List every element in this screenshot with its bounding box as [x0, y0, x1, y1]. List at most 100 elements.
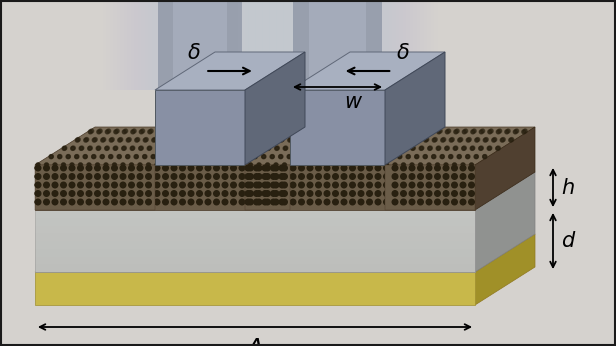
Circle shape [248, 165, 253, 171]
Circle shape [83, 155, 87, 158]
Polygon shape [35, 127, 535, 165]
Circle shape [324, 182, 330, 188]
Circle shape [452, 199, 457, 205]
Circle shape [351, 146, 355, 151]
Circle shape [469, 199, 474, 205]
Circle shape [461, 163, 465, 167]
Circle shape [239, 182, 245, 188]
Circle shape [501, 138, 505, 142]
Circle shape [189, 163, 193, 167]
Circle shape [330, 155, 333, 159]
Polygon shape [158, 0, 242, 90]
Circle shape [256, 174, 262, 179]
Circle shape [198, 146, 202, 151]
Circle shape [131, 130, 135, 134]
Circle shape [460, 182, 466, 188]
Circle shape [132, 129, 136, 133]
Circle shape [78, 174, 83, 179]
Circle shape [313, 155, 317, 158]
Circle shape [238, 138, 241, 142]
Circle shape [426, 199, 432, 205]
Circle shape [185, 155, 189, 159]
Circle shape [222, 191, 228, 196]
Circle shape [277, 129, 281, 133]
Circle shape [326, 146, 330, 151]
Circle shape [435, 165, 440, 171]
Circle shape [299, 182, 304, 188]
Circle shape [392, 174, 398, 179]
Polygon shape [35, 234, 535, 272]
Circle shape [200, 129, 204, 133]
Circle shape [296, 155, 300, 158]
Circle shape [472, 129, 476, 133]
Circle shape [463, 130, 466, 134]
Circle shape [367, 165, 372, 171]
Circle shape [428, 130, 432, 134]
Circle shape [171, 199, 177, 205]
Circle shape [256, 191, 262, 196]
Circle shape [408, 138, 411, 142]
Circle shape [466, 155, 470, 158]
Circle shape [469, 163, 474, 167]
Circle shape [318, 146, 322, 150]
Circle shape [272, 138, 276, 142]
Circle shape [423, 155, 427, 159]
Circle shape [437, 146, 441, 150]
Circle shape [61, 199, 67, 205]
Circle shape [341, 199, 347, 205]
Circle shape [452, 182, 457, 188]
Circle shape [111, 174, 117, 179]
Circle shape [52, 191, 58, 196]
Circle shape [223, 163, 227, 167]
Circle shape [443, 174, 449, 179]
Circle shape [166, 129, 170, 133]
Circle shape [288, 138, 292, 142]
Circle shape [381, 155, 385, 158]
Circle shape [79, 146, 83, 151]
Circle shape [293, 130, 296, 134]
Circle shape [262, 165, 268, 171]
Circle shape [275, 130, 279, 134]
Circle shape [435, 174, 440, 179]
Circle shape [164, 146, 168, 151]
Circle shape [416, 138, 420, 142]
Circle shape [351, 163, 354, 167]
Circle shape [173, 130, 177, 134]
Circle shape [35, 199, 41, 205]
Circle shape [163, 163, 168, 167]
Circle shape [390, 138, 394, 142]
Circle shape [323, 138, 326, 142]
Circle shape [289, 138, 293, 142]
Circle shape [202, 155, 206, 159]
Circle shape [291, 163, 295, 167]
Circle shape [224, 146, 229, 150]
Circle shape [282, 174, 287, 179]
Bar [113, 0, 287, 90]
Circle shape [270, 155, 274, 159]
Circle shape [440, 155, 444, 159]
Circle shape [236, 155, 240, 159]
Circle shape [426, 199, 432, 205]
Circle shape [180, 191, 185, 196]
Circle shape [343, 146, 347, 150]
Circle shape [324, 165, 330, 171]
Circle shape [469, 191, 474, 196]
Circle shape [120, 174, 126, 179]
Circle shape [291, 163, 295, 167]
Circle shape [248, 191, 253, 196]
Circle shape [248, 163, 253, 167]
Circle shape [386, 130, 390, 134]
Circle shape [71, 146, 75, 151]
Circle shape [35, 191, 41, 196]
Circle shape [347, 155, 351, 159]
Circle shape [392, 191, 398, 196]
Circle shape [193, 155, 198, 159]
Bar [251, 0, 424, 90]
Circle shape [52, 182, 58, 188]
Polygon shape [35, 241, 475, 249]
Circle shape [92, 155, 96, 158]
Bar [141, 0, 259, 90]
Circle shape [36, 163, 40, 167]
Circle shape [88, 130, 92, 134]
Circle shape [387, 129, 391, 133]
